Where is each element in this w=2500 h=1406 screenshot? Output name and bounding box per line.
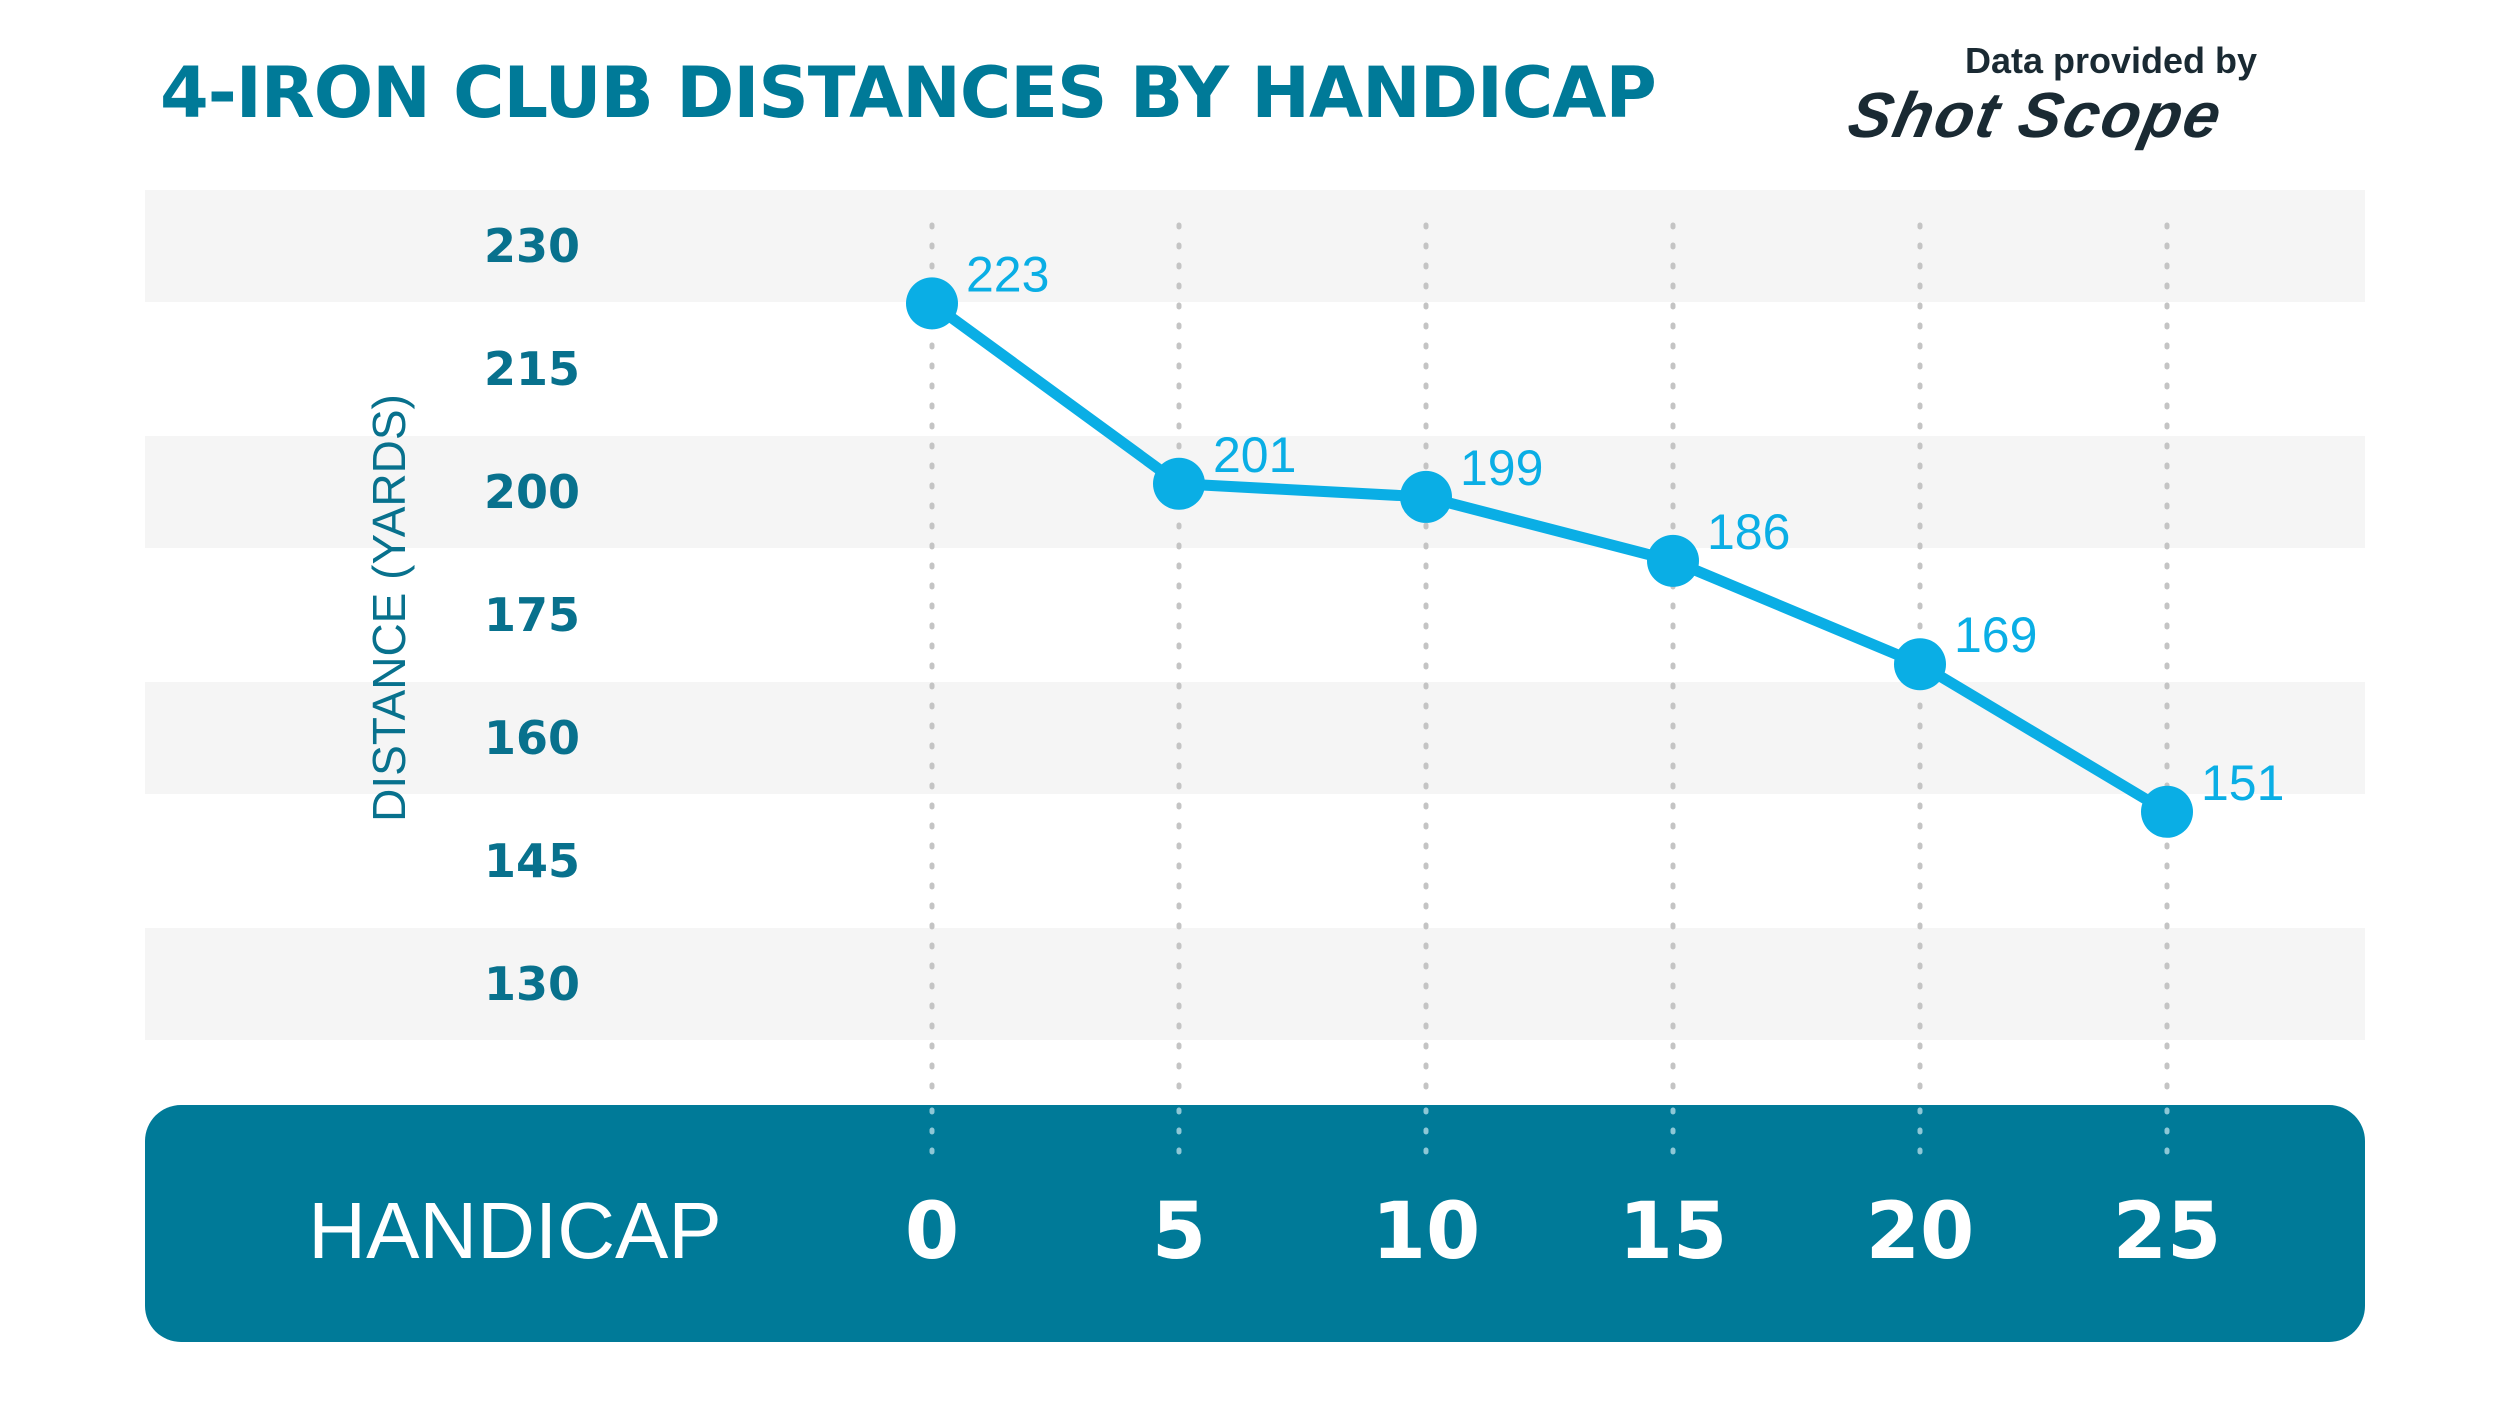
data-label: 201 [1213, 427, 1296, 483]
y-tick-label: 145 [484, 834, 580, 888]
y-tick-label: 215 [484, 342, 580, 396]
data-label: 199 [1460, 440, 1543, 496]
x-tick-labels: 0 5 10 15 20 25 [905, 1187, 2221, 1277]
background-bands [145, 190, 2365, 1040]
x-tick-label: 15 [1619, 1187, 1728, 1277]
data-point [906, 277, 958, 330]
y-tick-label: 175 [484, 588, 580, 642]
data-point [1400, 470, 1452, 523]
data-labels: 223 201 199 186 169 151 [966, 246, 2284, 810]
x-tick-label: 20 [1866, 1187, 1975, 1277]
chart-title: 4-IRON CLUB DISTANCES BY HANDICAP [160, 52, 1657, 134]
y-tick-label: 200 [484, 465, 580, 519]
data-credit: Data provided by [1965, 40, 2258, 81]
data-label: 151 [2201, 755, 2284, 811]
data-point [1894, 638, 1946, 691]
y-tick-label: 160 [484, 711, 580, 765]
x-tick-label: 5 [1152, 1187, 1206, 1277]
y-axis-label: DISTANCE (YARDS) [363, 394, 415, 822]
x-tick-label: 25 [2113, 1187, 2222, 1277]
y-tick-label: 230 [484, 219, 580, 273]
y-tick-label: 130 [484, 957, 580, 1011]
background-band [145, 928, 2365, 1040]
data-label: 186 [1707, 504, 1790, 560]
data-label: 169 [1954, 607, 2037, 663]
gridline-overlays [929, 1107, 2170, 1163]
handicap-axis-bar [145, 1105, 2365, 1342]
series-line [926, 297, 2173, 818]
background-band [145, 682, 2365, 794]
data-label: 223 [966, 246, 1049, 302]
y-tick-labels: 230 215 200 175 160 145 130 [484, 219, 580, 1011]
x-tick-label: 10 [1372, 1187, 1481, 1277]
data-point [1647, 534, 1699, 587]
data-point [1153, 457, 1205, 510]
data-point [2141, 785, 2193, 838]
x-axis-label: HANDICAP [308, 1186, 721, 1275]
x-tick-label: 0 [905, 1187, 959, 1277]
background-band [145, 190, 2365, 302]
data-points [906, 277, 2193, 838]
